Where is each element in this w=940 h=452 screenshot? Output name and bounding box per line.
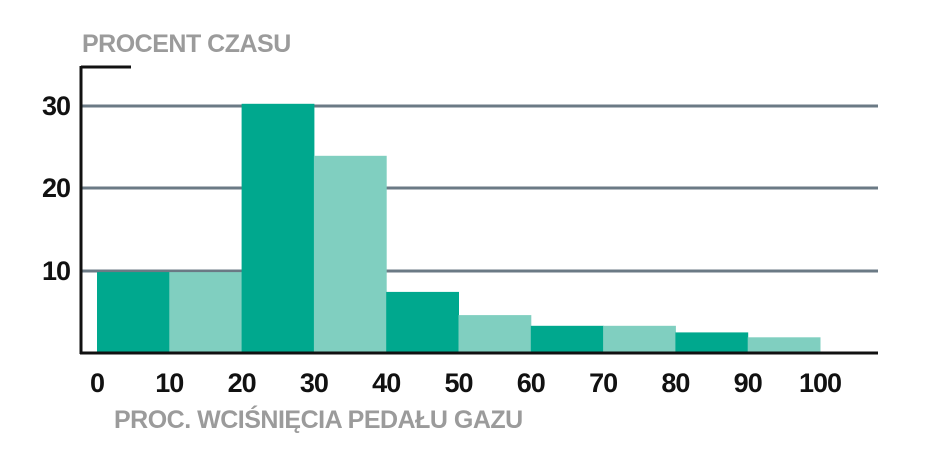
y-tick-label: 10 [42,256,70,286]
y-tick-label: 30 [42,91,70,121]
x-tick-label: 10 [155,368,183,398]
x-tick-label: 90 [734,368,762,398]
y-axis-title: PROCENT CZASU [82,30,291,58]
bar-10-20 [169,272,243,353]
x-tick-label: 60 [517,368,545,398]
x-tick-label: 0 [90,368,104,398]
bar-50-60 [458,315,532,353]
axes [79,65,878,355]
x-tick-label: 30 [300,368,328,398]
x-tick-label: 20 [228,368,256,398]
x-axis-title: PROC. WCIŚNIĘCIA PEDAŁU GAZU [114,404,523,434]
bars [97,103,821,353]
bar-30-40 [313,155,387,353]
tick-labels: 10 20 30 0 10 20 30 40 50 60 70 80 90 100 [42,91,842,398]
y-tick-label: 20 [42,173,70,203]
x-tick-label: 40 [372,368,400,398]
bar-20-30 [241,103,315,353]
bar-60-70 [530,325,604,353]
bar-40-50 [386,291,459,353]
bar-80-90 [675,332,749,353]
x-tick-label: 100 [799,368,841,398]
x-tick-label: 80 [661,368,689,398]
x-tick-label: 50 [444,368,472,398]
gridlines [81,104,878,273]
bar-90-100 [747,337,821,353]
bar-0-10 [97,272,170,353]
labels: PROCENT CZASU PROC. WCIŚNIĘCIA PEDAŁU GA… [82,30,523,434]
x-tick-label: 70 [589,368,617,398]
bar-70-80 [603,325,676,353]
